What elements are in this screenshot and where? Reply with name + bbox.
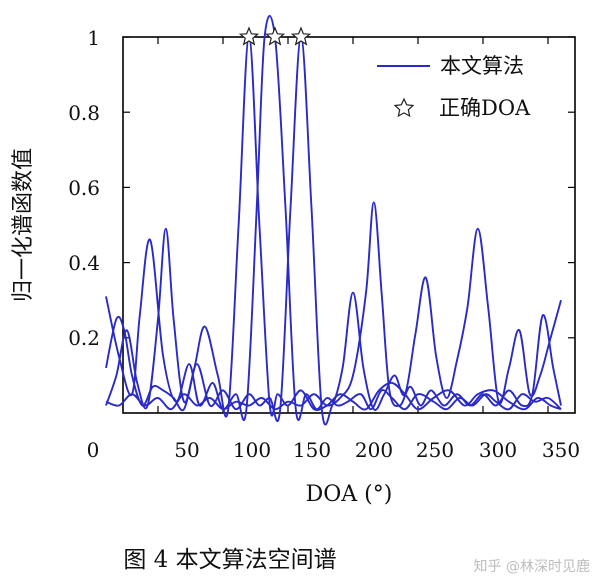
legend-line-label: 本文算法 — [440, 54, 524, 78]
series-line-3 — [105, 36, 562, 426]
axis-ticks — [123, 36, 575, 413]
y-tick-label-0-8: 0.8 — [68, 101, 100, 125]
x-tick-label-150: 150 — [293, 438, 331, 462]
true-doa-star-140 — [264, 26, 286, 46]
x-tick-label-300: 300 — [479, 438, 517, 462]
series-lines — [105, 14, 562, 426]
x-tick-label-50: 50 — [174, 438, 199, 462]
legend-star-icon — [393, 97, 415, 118]
series-line-2 — [105, 14, 562, 421]
true-doa-star-120 — [238, 26, 260, 46]
y-tick-label-0-4: 0.4 — [68, 251, 100, 275]
x-tick-label-250: 250 — [416, 438, 454, 462]
y-tick-label-1-0: 1 — [87, 26, 100, 50]
y-tick-label-0-2: 0.2 — [68, 326, 100, 350]
x-tick-label-350: 350 — [542, 438, 580, 462]
y-tick-label-0-6: 0.6 — [68, 176, 100, 200]
x-axis-label: DOA (°) — [306, 482, 393, 507]
true-doa-markers — [238, 26, 312, 46]
watermark: 知乎 @林深时见鹿 — [473, 559, 590, 575]
legend-marker-label: 正确DOA — [439, 96, 531, 120]
series-line-4 — [105, 201, 562, 411]
y-axis-label: 归一化谱函数值 — [11, 148, 36, 302]
true-doa-star-160 — [290, 26, 312, 46]
x-tick-label-200: 200 — [355, 438, 393, 462]
plot-frame — [122, 36, 576, 414]
x-tick-label-100: 100 — [233, 438, 271, 462]
legend: 本文算法 正确DOA — [377, 54, 531, 120]
x-tick-label-0: 0 — [87, 438, 100, 462]
figure-caption: 图 4 本文算法空间谱 — [123, 547, 337, 573]
